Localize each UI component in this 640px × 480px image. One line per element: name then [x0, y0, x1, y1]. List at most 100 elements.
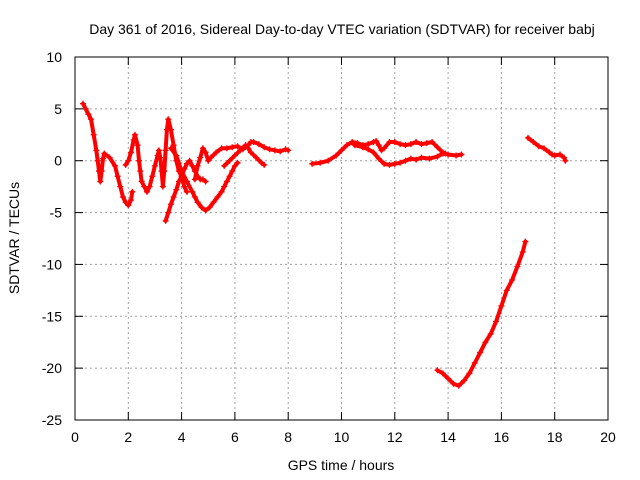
data-point — [129, 188, 136, 195]
data-point — [391, 160, 398, 167]
y-tick-label: -10 — [42, 256, 62, 272]
data-point — [206, 204, 213, 211]
data-point — [359, 144, 366, 151]
data-point — [167, 145, 174, 152]
x-axis-label: GPS time / hours — [288, 457, 395, 473]
data-point — [125, 157, 132, 164]
data-point — [514, 263, 521, 270]
data-point — [349, 139, 356, 146]
data-point — [557, 151, 564, 158]
data-point — [471, 359, 478, 366]
data-point — [170, 142, 177, 149]
data-point — [234, 159, 241, 166]
data-point — [173, 152, 180, 159]
data-point — [119, 194, 126, 201]
data-point — [381, 160, 388, 167]
y-tick-label: -5 — [50, 205, 63, 221]
x-tick-label: 12 — [387, 429, 403, 445]
data-point — [561, 154, 568, 161]
data-point — [229, 144, 236, 151]
data-point — [101, 150, 108, 157]
data-point — [466, 370, 473, 377]
data-point — [191, 194, 198, 201]
series-early-arc-4 — [167, 145, 241, 214]
data-point — [453, 152, 460, 159]
data-point — [162, 217, 169, 224]
y-tick-label: -25 — [42, 412, 62, 428]
data-point — [194, 199, 201, 206]
data-point — [114, 173, 121, 180]
data-point — [134, 142, 141, 149]
data-point — [98, 168, 105, 175]
data-point — [198, 204, 205, 211]
data-point — [351, 142, 358, 149]
data-point — [402, 157, 409, 164]
data-point — [183, 188, 190, 195]
data-point — [285, 147, 292, 154]
x-tick-label: 2 — [124, 429, 132, 445]
data-point — [445, 151, 452, 158]
data-point — [477, 349, 484, 356]
data-point — [223, 145, 230, 152]
data-point — [402, 142, 409, 149]
data-point — [418, 154, 425, 161]
data-point — [450, 380, 457, 387]
data-point — [127, 149, 134, 156]
data-point — [79, 100, 86, 107]
data-point — [255, 141, 262, 148]
data-point — [99, 155, 106, 162]
data-point — [117, 183, 124, 190]
y-tick-label: 10 — [46, 49, 62, 65]
data-point — [205, 157, 212, 164]
data-point — [242, 142, 249, 149]
data-point — [125, 202, 132, 209]
data-point — [245, 145, 252, 152]
data-point — [218, 145, 225, 152]
data-point — [186, 157, 193, 164]
data-point — [397, 159, 404, 166]
data-point — [439, 370, 446, 377]
y-tick-labels: -25 -20 -15 -10 -5 0 5 10 — [42, 49, 62, 428]
data-point — [157, 154, 164, 161]
data-point — [535, 143, 542, 150]
data-point — [237, 147, 244, 154]
data-point — [122, 161, 129, 168]
axis-ticks — [74, 56, 609, 421]
x-tick-label: 10 — [334, 429, 350, 445]
data-point — [231, 162, 238, 169]
data-point — [207, 154, 214, 161]
data-point — [175, 178, 182, 185]
chart-title: Day 361 of 2016, Sidereal Day-to-day VTE… — [89, 21, 595, 37]
data-point — [309, 160, 316, 167]
data-point — [375, 142, 382, 149]
data-point — [194, 162, 201, 169]
data-point — [503, 287, 510, 294]
series-line — [435, 239, 528, 388]
data-point — [162, 147, 169, 154]
data-point — [247, 149, 254, 156]
data-point — [407, 141, 414, 148]
data-point — [210, 199, 217, 206]
x-tick-labels: 0 2 4 6 8 10 12 14 16 18 20 — [71, 429, 616, 445]
data-point — [226, 157, 233, 164]
data-point — [94, 157, 101, 164]
data-point — [82, 105, 89, 112]
data-point — [135, 157, 142, 164]
data-point — [229, 168, 236, 175]
data-point — [426, 155, 433, 162]
series-early-arc-1 — [79, 100, 136, 209]
data-point — [178, 168, 185, 175]
x-tick-label: 4 — [178, 429, 186, 445]
data-point — [213, 149, 220, 156]
y-tick-label: -20 — [42, 360, 62, 376]
data-point — [191, 176, 198, 183]
data-point — [199, 145, 206, 152]
series-line — [163, 158, 208, 223]
data-point — [137, 168, 144, 175]
data-point — [434, 367, 441, 374]
data-point — [562, 157, 569, 164]
data-point — [434, 144, 441, 151]
data-point — [343, 142, 350, 149]
data-point — [551, 152, 558, 159]
